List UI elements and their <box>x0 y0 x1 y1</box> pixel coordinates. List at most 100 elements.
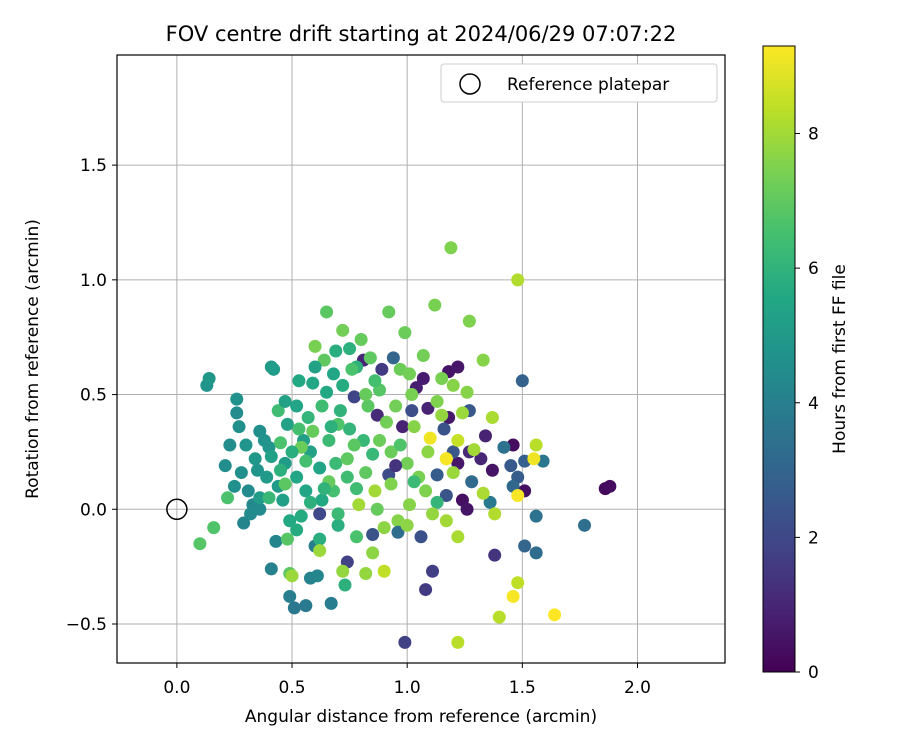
colorbar-tick-label: 8 <box>808 125 819 145</box>
scatter-point <box>375 362 389 376</box>
scatter-point <box>306 424 320 438</box>
scatter-point <box>294 509 308 523</box>
scatter-point <box>511 273 525 287</box>
scatter-point <box>315 399 329 413</box>
scatter-point <box>511 576 525 590</box>
scatter-point <box>308 339 322 353</box>
scatter-point <box>377 521 391 535</box>
scatter-point <box>336 378 350 392</box>
scatter-point <box>221 491 235 505</box>
colorbar-label: Hours from first FF file <box>830 264 850 454</box>
scatter-point <box>391 525 405 539</box>
scatter-point <box>343 422 357 436</box>
scatter-point <box>310 569 324 583</box>
scatter-point <box>262 491 276 505</box>
scatter-point <box>430 468 444 482</box>
scatter-point <box>303 495 317 509</box>
scatter-point <box>361 399 375 413</box>
scatter-point <box>324 596 338 610</box>
y-axis-ticks: −0.5 0.0 0.5 1.0 1.5 <box>66 156 117 635</box>
scatter-point <box>354 332 368 346</box>
scatter-point <box>402 498 416 512</box>
scatter-point <box>331 507 345 521</box>
scatter-point <box>280 532 294 546</box>
scatter-point <box>276 493 290 507</box>
y-tick-label: 0.5 <box>80 386 107 406</box>
scatter-point <box>426 507 440 521</box>
scatter-point <box>313 507 327 521</box>
scatter-point <box>315 493 329 507</box>
colorbar-gradient <box>762 45 796 673</box>
scatter-point <box>299 454 313 468</box>
y-tick-label: 0.0 <box>80 500 107 520</box>
scatter-point <box>389 399 403 413</box>
scatter-point <box>292 374 306 388</box>
scatter-point <box>290 523 304 537</box>
scatter-point <box>527 452 541 466</box>
scatter-point <box>343 342 357 356</box>
scatter-point <box>414 530 428 544</box>
scatter-point <box>207 521 221 535</box>
scatter-point <box>488 548 502 562</box>
scatter-point <box>460 385 474 399</box>
scatter-point <box>250 463 264 477</box>
x-tick-label: 0.0 <box>163 678 190 698</box>
scatter-point <box>402 367 416 381</box>
scatter-point <box>299 599 313 613</box>
scatter-point <box>467 443 481 457</box>
scatter-point <box>352 498 366 512</box>
scatter-point <box>529 509 543 523</box>
y-tick-label: −0.5 <box>66 615 107 635</box>
scatter-point <box>497 440 511 454</box>
scatter-point <box>462 314 476 328</box>
scatter-point <box>421 401 435 415</box>
scatter-point <box>322 433 336 447</box>
scatter-point <box>405 404 419 418</box>
scatter-point <box>253 491 267 505</box>
scatter-point <box>218 459 232 473</box>
scatter-point <box>232 420 246 434</box>
scatter-point <box>396 420 410 434</box>
colorbar-tick-label: 6 <box>808 259 819 279</box>
scatter-point <box>241 484 255 498</box>
scatter-point <box>455 406 469 420</box>
plot-frame <box>116 54 726 664</box>
scatter-point <box>382 305 396 319</box>
scatter-point <box>317 482 331 496</box>
scatter-point <box>340 470 354 484</box>
scatter-point <box>280 417 294 431</box>
y-tick-label: 1.5 <box>80 156 107 176</box>
scatter-point <box>421 445 435 459</box>
scatter-point <box>345 362 359 376</box>
scatter-point <box>506 589 520 603</box>
scatter-point <box>299 484 313 498</box>
scatter-point <box>485 411 499 425</box>
scatter-point <box>227 479 241 493</box>
scatter-point <box>264 450 278 464</box>
scatter-point <box>223 438 237 452</box>
scatter-point <box>336 564 350 578</box>
x-axis-ticks: 0.0 0.5 1.0 1.5 2.0 <box>163 663 651 698</box>
y-tick-label: 1.0 <box>80 271 107 291</box>
scatter-point <box>529 438 543 452</box>
scatter-point <box>446 466 460 480</box>
scatter-point <box>476 353 490 367</box>
scatter-point <box>264 562 278 576</box>
scatter-point <box>193 537 207 551</box>
scatter-point <box>430 394 444 408</box>
scatter-point <box>359 567 373 581</box>
scatter-point <box>320 385 334 399</box>
scatter-point <box>290 470 304 484</box>
scatter-points <box>193 241 617 649</box>
y-axis-label: Rotation from reference (arcmin) <box>23 219 43 499</box>
scatter-point <box>230 406 244 420</box>
colorbar-ticks: 0 2 4 6 8 <box>795 125 819 683</box>
scatter-point <box>393 438 407 452</box>
scatter-point <box>548 608 562 622</box>
scatter-point <box>407 475 421 489</box>
scatter-point <box>515 374 529 388</box>
scatter-point <box>578 518 592 532</box>
legend-box <box>440 63 718 103</box>
scatter-point <box>370 502 384 516</box>
